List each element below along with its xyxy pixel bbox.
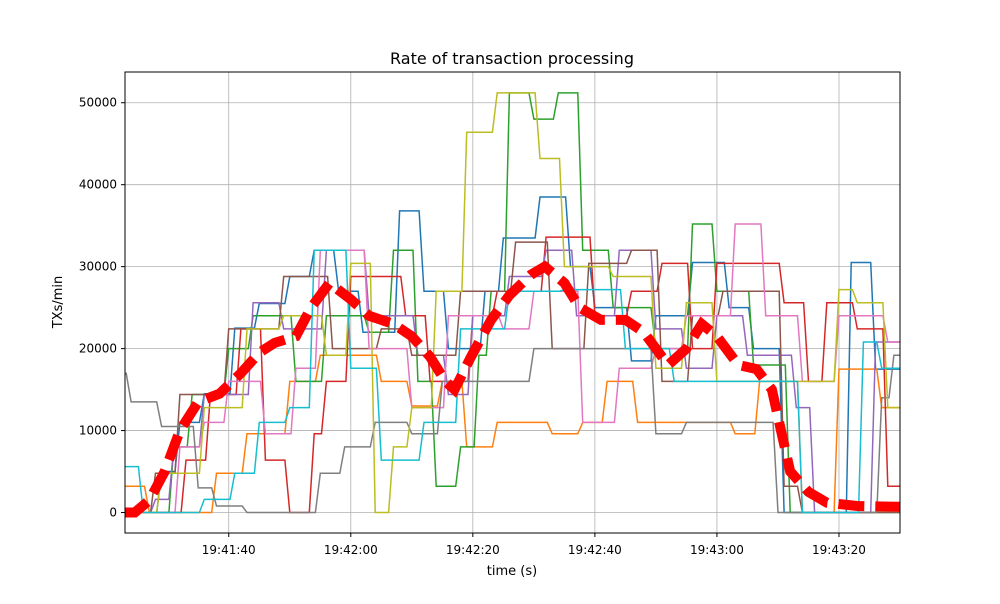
y-tick-label: 40000 bbox=[79, 178, 117, 192]
series-line-8 bbox=[125, 92, 900, 514]
x-tick-label: 19:42:00 bbox=[324, 543, 378, 557]
chart-title: Rate of transaction processing bbox=[390, 49, 634, 68]
x-tick-label: 19:42:20 bbox=[446, 543, 500, 557]
y-tick-label: 30000 bbox=[79, 260, 117, 274]
x-tick-label: 19:42:40 bbox=[568, 543, 622, 557]
series-line-9 bbox=[125, 249, 900, 514]
series-line-3 bbox=[125, 236, 900, 514]
ticks: 19:41:40 19:42:00 19:42:20 19:42:40 19:43:00… bbox=[79, 96, 866, 557]
series-line-5 bbox=[125, 241, 900, 514]
series-line-6 bbox=[125, 223, 900, 514]
series-line-0 bbox=[125, 196, 900, 514]
y-axis-label: TXs/min bbox=[51, 276, 66, 330]
y-tick-label: 50000 bbox=[79, 96, 117, 110]
x-tick-label: 19:43:00 bbox=[690, 543, 744, 557]
y-tick-label: 10000 bbox=[79, 424, 117, 438]
series-line-7 bbox=[125, 347, 900, 514]
x-tick-label: 19:43:20 bbox=[812, 543, 866, 557]
plot-frame bbox=[124, 71, 901, 534]
x-axis-label: time (s) bbox=[487, 564, 537, 579]
x-tick-label: 19:41:40 bbox=[202, 543, 256, 557]
y-tick-label: 20000 bbox=[79, 342, 117, 356]
series-lines bbox=[125, 92, 900, 518]
y-tick-label: 0 bbox=[109, 506, 117, 520]
mean-line bbox=[125, 260, 900, 518]
